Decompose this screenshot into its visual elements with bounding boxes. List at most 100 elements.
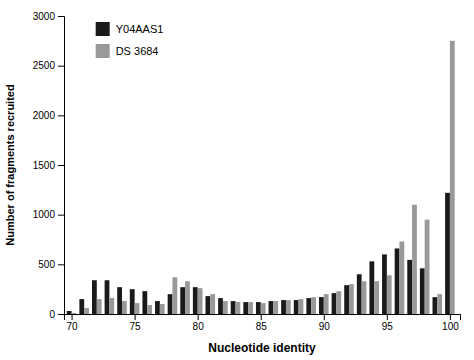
x-tick: 85 [256, 314, 268, 332]
x-tick: 95 [382, 314, 394, 332]
legend-swatch [96, 22, 110, 36]
y-tick: 500 [38, 259, 64, 270]
bar [206, 296, 211, 314]
bar [160, 304, 165, 314]
y-tick-label: 1000 [33, 209, 56, 220]
bar [243, 302, 248, 314]
x-tick-mark [198, 314, 199, 320]
bar [324, 294, 329, 314]
bar [72, 313, 77, 314]
bar [362, 281, 367, 314]
bar [273, 301, 278, 314]
bar [142, 291, 147, 314]
x-tick: 75 [130, 314, 142, 332]
legend-item: DS 3684 [96, 44, 159, 58]
bar [135, 303, 140, 314]
bar [117, 287, 122, 314]
bar [185, 281, 190, 314]
chart-svg: 707580859095100050010001500200025003000N… [0, 0, 474, 360]
bar [349, 284, 354, 314]
x-tick-mark [324, 314, 325, 320]
bar [223, 301, 228, 314]
x-tick-label: 95 [382, 321, 394, 332]
x-tick: 70 [67, 314, 79, 332]
x-tick: 90 [319, 314, 331, 332]
bar [105, 280, 110, 314]
bar [344, 285, 349, 314]
bar [210, 294, 215, 314]
bar [395, 248, 400, 314]
y-tick-label: 500 [38, 259, 55, 270]
bar [248, 302, 253, 314]
bar [256, 302, 261, 314]
bar [357, 274, 362, 314]
bar-series [72, 41, 455, 314]
y-axis: 0 500 1000 1500 2000 2500 3000 [33, 11, 65, 320]
bar [92, 280, 97, 314]
x-tick-label: 75 [130, 321, 142, 332]
y-axis-title: Number of fragments recruited [4, 84, 16, 245]
bars [67, 41, 455, 314]
bar [445, 193, 450, 314]
y-axis-line [58, 17, 65, 315]
x-axis-line [65, 315, 461, 321]
bar [332, 293, 337, 314]
bar [218, 298, 223, 314]
bar [261, 303, 266, 314]
bar [294, 300, 299, 314]
x-tick-label: 70 [67, 321, 79, 332]
y-tick-mark [58, 165, 64, 166]
bar [450, 41, 455, 314]
x-tick: 100 [442, 314, 459, 332]
y-tick-label: 2500 [33, 60, 56, 71]
bar [286, 300, 291, 314]
bar [412, 205, 417, 314]
bar [336, 291, 341, 314]
y-tick-mark [58, 264, 64, 265]
x-axis: 70 75 80 85 90 95 100 [65, 314, 461, 332]
bar [155, 301, 160, 314]
legend-swatch [96, 44, 110, 58]
bar [420, 268, 425, 314]
bar [79, 299, 84, 314]
bar [180, 287, 185, 314]
bar-series [67, 193, 450, 314]
bar [437, 294, 442, 314]
y-tick: 3000 [33, 11, 64, 22]
y-tick: 1500 [33, 160, 64, 171]
x-tick-mark [450, 314, 451, 320]
y-tick: 0 [49, 309, 64, 320]
bar [67, 311, 72, 314]
y-tick: 2500 [33, 60, 64, 71]
y-tick-mark [58, 115, 64, 116]
y-tick-label: 3000 [33, 11, 56, 22]
y-tick-mark [58, 16, 64, 17]
x-tick-label: 80 [193, 321, 205, 332]
bar [84, 308, 89, 314]
bar [236, 302, 241, 314]
bar [369, 261, 374, 314]
bar [198, 288, 203, 314]
bar [425, 220, 430, 314]
bar [387, 275, 392, 314]
legend-label: Y04AAS1 [116, 23, 164, 35]
bar [147, 305, 152, 314]
x-tick-label: 100 [442, 321, 459, 332]
x-axis-title: Nucleotide identity [208, 341, 316, 355]
y-tick: 2000 [33, 110, 64, 121]
y-tick-mark [58, 215, 64, 216]
bar [374, 281, 379, 314]
x-tick-label: 90 [319, 321, 331, 332]
bar [306, 298, 311, 314]
bar [382, 254, 387, 314]
y-tick-label: 2000 [33, 110, 56, 121]
x-tick-mark [135, 314, 136, 320]
bar [433, 297, 438, 314]
y-tick-mark [58, 314, 64, 315]
x-tick-mark [72, 314, 73, 320]
legend: Y04AAS1 DS 3684 [96, 22, 164, 58]
bar [130, 289, 135, 314]
plot-area: 707580859095100050010001500200025003000N… [4, 11, 461, 355]
bar [172, 277, 177, 314]
bar [193, 287, 198, 314]
